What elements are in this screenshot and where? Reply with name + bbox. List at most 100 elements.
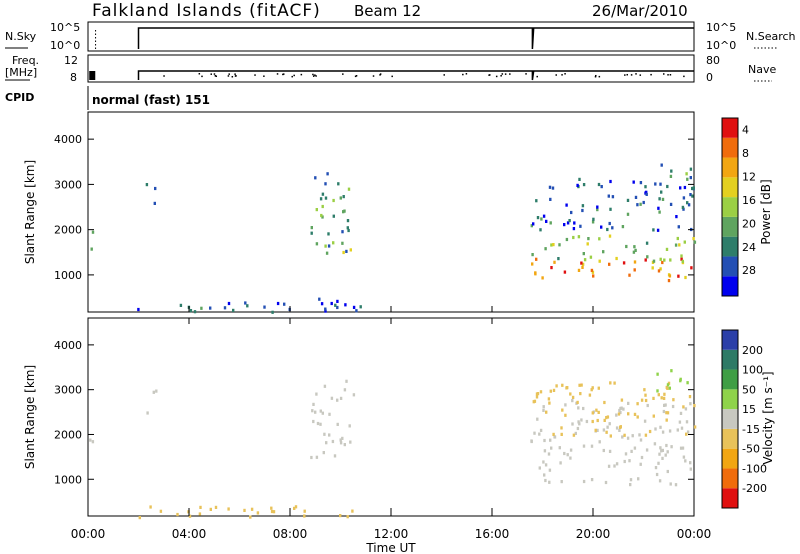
range-cell (639, 462, 642, 466)
range-cell (153, 201, 156, 205)
range-cell (534, 272, 537, 276)
nave-dot (198, 73, 201, 75)
range-cell (660, 163, 663, 167)
velocity-panel-frame (87, 317, 695, 517)
range-cell (569, 456, 572, 460)
range-cell (549, 438, 552, 442)
range-cell (581, 262, 585, 266)
range-cell (559, 461, 562, 465)
range-cell (582, 444, 586, 448)
noise-right-tick-top: 10^5 (706, 21, 736, 34)
range-cell (532, 222, 535, 226)
xtick-label: 20:00 (576, 527, 611, 541)
range-cell (684, 275, 687, 280)
range-cell (332, 214, 335, 218)
range-cell (578, 422, 581, 426)
range-cell (665, 247, 669, 251)
range-cell (294, 505, 298, 509)
range-cell (321, 192, 325, 196)
range-cell (657, 269, 661, 273)
range-cell (670, 445, 673, 449)
range-cell (585, 419, 589, 424)
nave-dot (630, 74, 633, 76)
range-cell (644, 433, 648, 437)
range-cell (661, 448, 664, 452)
range-cell (343, 209, 346, 213)
range-cell (244, 301, 247, 305)
range-cell (591, 419, 594, 424)
range-cell (324, 244, 327, 248)
range-cell (633, 446, 637, 450)
range-cell (692, 237, 695, 241)
nave-dot (235, 75, 237, 77)
nave-dot (391, 75, 393, 78)
range-cell (668, 274, 672, 278)
range-cell (343, 388, 347, 392)
range-cell (645, 241, 649, 245)
range-cell (334, 303, 337, 307)
colorbar-swatch (722, 197, 738, 217)
nave-dot (231, 75, 234, 78)
range-cell (346, 226, 349, 230)
range-cell (615, 256, 618, 261)
range-cell (591, 220, 595, 224)
range-cell (328, 412, 331, 416)
range-cell (549, 389, 552, 393)
range-cell (676, 236, 679, 241)
power-ylabel: Slant Range [km] (23, 160, 37, 264)
range-cell (621, 225, 625, 229)
range-cell (596, 205, 599, 209)
nave-dot (355, 75, 358, 77)
range-cell (572, 433, 576, 437)
range-cell (602, 250, 605, 254)
nave-dot (500, 75, 502, 77)
nave-dot (635, 73, 637, 75)
colorbar-tick-label: -15 (742, 423, 760, 436)
range-cell (542, 408, 545, 412)
range-cell (342, 210, 345, 214)
velocity-heatmap (89, 369, 697, 520)
range-cell (227, 301, 231, 306)
range-cell (331, 439, 335, 444)
date-title: 26/Mar/2010 (592, 2, 688, 20)
freq-start-block (89, 71, 96, 80)
range-cell (324, 309, 327, 313)
colorbar-swatch (722, 137, 738, 158)
colorbar-swatch (722, 236, 738, 257)
range-cell (336, 422, 339, 426)
nave-dot (536, 75, 538, 78)
range-cell (315, 242, 319, 246)
range-cell (579, 392, 582, 396)
range-cell (542, 214, 546, 218)
range-cell (682, 405, 685, 409)
range-cell (535, 257, 538, 261)
nave-dot (443, 74, 445, 76)
colorbar-swatch (722, 409, 738, 429)
range-cell (91, 440, 95, 444)
range-cell (654, 182, 657, 186)
colorbar-swatch (722, 118, 738, 138)
range-cell (346, 219, 350, 223)
range-cell (654, 466, 658, 470)
range-cell (315, 455, 319, 459)
range-cell (310, 231, 313, 235)
range-cell (607, 464, 611, 468)
colorbar-swatch (722, 488, 738, 508)
range-cell (672, 398, 675, 402)
colorbar-swatch (722, 216, 738, 237)
range-cell (615, 413, 618, 417)
xtick-label: 00:00 (71, 527, 106, 541)
range-cell (633, 245, 636, 249)
range-cell (665, 443, 668, 448)
range-cell (570, 210, 573, 215)
range-cell (680, 254, 683, 258)
colorbar-swatch (722, 428, 738, 449)
nave-dot (501, 73, 504, 75)
range-cell (646, 403, 649, 408)
colorbar-swatch (722, 256, 738, 277)
nave-dot (201, 75, 203, 78)
nave-dot (214, 75, 217, 77)
range-cell (646, 255, 649, 259)
nave-dot (354, 75, 357, 78)
range-cell (530, 224, 533, 228)
